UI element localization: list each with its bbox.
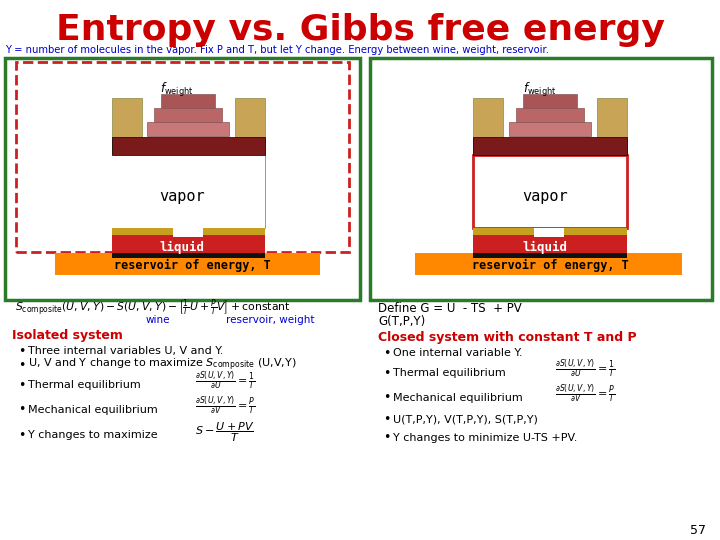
Text: $\frac{\partial S(U,V,Y)}{\partial V}=\frac{P}{T}$: $\frac{\partial S(U,V,Y)}{\partial V}=\f… bbox=[555, 382, 616, 406]
Text: vapor: vapor bbox=[159, 188, 204, 204]
Text: 57: 57 bbox=[690, 523, 706, 537]
Bar bbox=[516, 108, 584, 122]
Text: Three internal variables U, V and Y.: Three internal variables U, V and Y. bbox=[28, 346, 223, 356]
Text: vapor: vapor bbox=[522, 188, 568, 204]
Bar bbox=[173, 228, 203, 237]
Bar bbox=[161, 94, 215, 108]
Text: $f_{\mathregular{weight}}$: $f_{\mathregular{weight}}$ bbox=[523, 81, 557, 99]
Text: $f_{\mathregular{weight}}$: $f_{\mathregular{weight}}$ bbox=[160, 81, 194, 99]
Text: •: • bbox=[383, 367, 390, 380]
Text: Thermal equilibrium: Thermal equilibrium bbox=[28, 380, 140, 390]
Text: reservoir of energy, T: reservoir of energy, T bbox=[114, 259, 271, 272]
Text: G(T,P,Y): G(T,P,Y) bbox=[378, 315, 426, 328]
Text: •: • bbox=[18, 359, 25, 372]
Text: liquid: liquid bbox=[523, 240, 567, 254]
Text: •: • bbox=[18, 345, 25, 357]
Text: reservoir of energy, T: reservoir of energy, T bbox=[472, 259, 629, 272]
Text: Y changes to maximize: Y changes to maximize bbox=[28, 430, 158, 440]
Bar bbox=[523, 94, 577, 108]
Bar bbox=[112, 155, 265, 228]
Text: Define G = U  - TS  + PV: Define G = U - TS + PV bbox=[378, 301, 522, 314]
Text: Isolated system: Isolated system bbox=[12, 329, 123, 342]
Bar bbox=[5, 58, 360, 300]
Text: Entropy vs. Gibbs free energy: Entropy vs. Gibbs free energy bbox=[55, 13, 665, 47]
Text: Y = number of molecules in the vapor. Fix P and T, but let Y change. Energy betw: Y = number of molecules in the vapor. Fi… bbox=[5, 45, 549, 55]
Bar bbox=[473, 253, 627, 258]
Bar bbox=[415, 253, 682, 275]
Text: •: • bbox=[383, 392, 390, 404]
Text: liquid: liquid bbox=[160, 240, 204, 254]
Bar bbox=[473, 228, 627, 237]
Bar bbox=[112, 253, 265, 258]
Text: wine: wine bbox=[145, 315, 170, 325]
Text: •: • bbox=[383, 347, 390, 360]
Bar bbox=[235, 98, 265, 228]
Text: •: • bbox=[383, 414, 390, 427]
Bar bbox=[473, 235, 627, 255]
Text: $S-\dfrac{U+PV}{T}$: $S-\dfrac{U+PV}{T}$ bbox=[195, 420, 254, 444]
Bar bbox=[534, 228, 564, 237]
Bar bbox=[473, 155, 627, 228]
Text: U, V and Y change to maximize $S_{\rm composite}$ (U,V,Y): U, V and Y change to maximize $S_{\rm co… bbox=[28, 357, 297, 373]
Text: $\frac{\partial S(U,V,Y)}{\partial U}=\frac{1}{T}$: $\frac{\partial S(U,V,Y)}{\partial U}=\f… bbox=[195, 369, 256, 393]
Text: Mechanical equilibrium: Mechanical equilibrium bbox=[393, 393, 523, 403]
Text: •: • bbox=[383, 431, 390, 444]
Bar bbox=[154, 108, 222, 122]
Text: •: • bbox=[18, 429, 25, 442]
Bar bbox=[597, 98, 627, 228]
Text: One internal variable Y.: One internal variable Y. bbox=[393, 348, 523, 358]
Text: •: • bbox=[18, 379, 25, 392]
Bar bbox=[473, 98, 503, 228]
Bar bbox=[112, 228, 265, 237]
Text: $\frac{\partial S(U,V,Y)}{\partial U}=\frac{1}{T}$: $\frac{\partial S(U,V,Y)}{\partial U}=\f… bbox=[555, 357, 616, 381]
Bar bbox=[509, 122, 591, 136]
Bar bbox=[147, 122, 229, 136]
Bar bbox=[112, 235, 265, 255]
Text: Y changes to minimize U-TS +PV.: Y changes to minimize U-TS +PV. bbox=[393, 433, 577, 443]
Text: Thermal equilibrium: Thermal equilibrium bbox=[393, 368, 505, 378]
Text: •: • bbox=[18, 403, 25, 416]
Text: Mechanical equilibrium: Mechanical equilibrium bbox=[28, 405, 158, 415]
Text: U(T,P,Y), V(T,P,Y), S(T,P,Y): U(T,P,Y), V(T,P,Y), S(T,P,Y) bbox=[393, 415, 538, 425]
Bar bbox=[55, 253, 320, 275]
Bar bbox=[112, 98, 142, 228]
Bar bbox=[473, 137, 627, 155]
Text: $\frac{\partial S(U,V,Y)}{\partial V}=\frac{P}{T}$: $\frac{\partial S(U,V,Y)}{\partial V}=\f… bbox=[195, 395, 256, 417]
Bar bbox=[370, 58, 712, 300]
Bar bbox=[16, 62, 349, 252]
Bar bbox=[112, 137, 265, 155]
Text: reservoir, weight: reservoir, weight bbox=[226, 315, 314, 325]
Text: Closed system with constant T and P: Closed system with constant T and P bbox=[378, 332, 636, 345]
Text: $S_{\rm composite}(U,V,Y)-S(U,V,Y)-\left[\frac{1}{T}U+\frac{P}{T}V\right]+\rm{co: $S_{\rm composite}(U,V,Y)-S(U,V,Y)-\left… bbox=[15, 298, 291, 319]
